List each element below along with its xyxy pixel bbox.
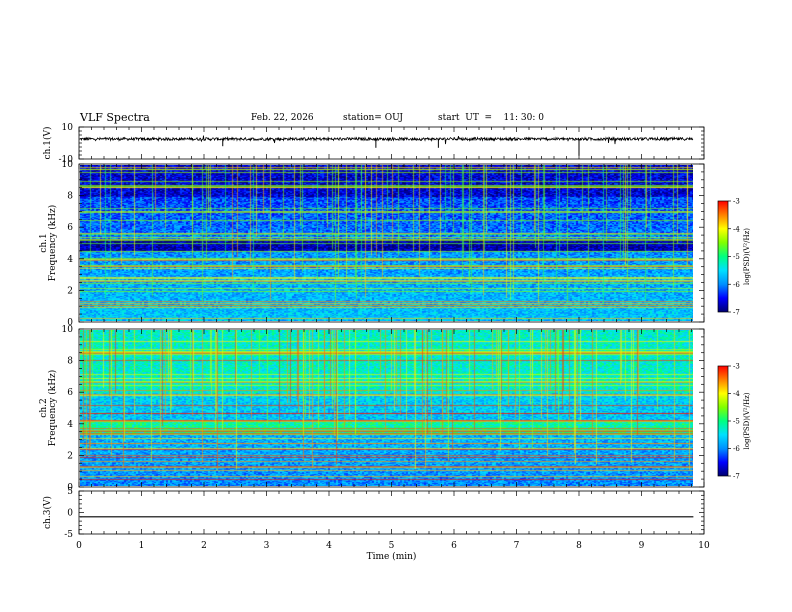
ch1-spectrogram-ylabel-channel: ch.1 [39, 233, 49, 252]
date-label: Feb. 22, 2026 [251, 113, 314, 123]
ch1-spectrogram-colorbar-tick-label: -4 [733, 225, 740, 233]
ch1-spectrogram-ytick-label: 10 [62, 160, 74, 170]
ch1-spectrogram-ylabel-frequency: Frequency (kHz) [47, 205, 58, 282]
ch3-ytick-label: -5 [64, 530, 73, 540]
ch2-spectrogram-ylabel-channel: ch.2 [39, 398, 49, 417]
ch1-spectrogram-ytick-label: 8 [67, 192, 73, 202]
ch3-ytick-label: 5 [67, 487, 73, 497]
x-tick-label: 1 [139, 541, 145, 551]
x-tick-label: 8 [576, 541, 582, 551]
ch2-spectrogram-colorbar [717, 365, 729, 477]
x-tick-label: 7 [514, 541, 520, 551]
ch1-waveform-line [80, 135, 694, 145]
ch1-ytick-label: 10 [62, 123, 74, 133]
ch2-spectrogram-colorbar-tick-label: -6 [733, 445, 740, 453]
x-axis-label: Time (min) [367, 551, 417, 562]
ch1-spectrogram-ytick-label: 0 [67, 318, 73, 328]
ch3-ylabel: ch.3(V) [42, 496, 53, 529]
ch2-spectrogram-image [80, 330, 693, 486]
ch2-spectrogram-ylabel-frequency: Frequency (kHz) [47, 370, 58, 447]
ch1-ylabel: ch.1(V) [42, 127, 53, 160]
x-tick-label: 2 [201, 541, 207, 551]
x-tick-label: 10 [698, 541, 710, 551]
figure-title: VLF Spectra [80, 111, 150, 124]
ch2-spectrogram-colorbar-tick-label: -4 [733, 390, 740, 398]
ch2-spectrogram-ytick-label: 8 [67, 357, 73, 367]
ch1-spectrogram-colorbar-tick-label: -7 [733, 309, 740, 317]
x-tick-label: 3 [264, 541, 270, 551]
ch3-panel-bg [79, 491, 704, 534]
x-tick-label: 4 [326, 541, 332, 551]
ch1-spectrogram-colorbar [717, 200, 729, 313]
x-tick-label: 5 [389, 541, 395, 551]
ch1-spectrogram-colorbar-tick-label: -5 [733, 253, 740, 261]
x-tick-label: 0 [76, 541, 82, 551]
ch1-spectrogram-ytick-label: 4 [67, 255, 73, 265]
ch2-spectrogram-colorbar-tick-label: -3 [733, 363, 740, 371]
ch2-spectrogram-ytick-label: 4 [67, 420, 73, 430]
ch1-spectrogram-colorbar-tick-label: -6 [733, 281, 740, 289]
ch2-spectrogram-ytick-label: 6 [67, 388, 73, 398]
x-tick-label: 6 [451, 541, 457, 551]
ch1-ytick-label: -10 [59, 155, 74, 165]
ch1-spectrogram-ytick-label: 6 [67, 223, 73, 233]
ch1-spectrogram-colorbar-tick-label: -3 [733, 198, 740, 206]
ch2-spectrogram-colorbar-tick-label: -5 [733, 418, 740, 426]
ch1-spectrogram-ytick-label: 2 [67, 286, 73, 296]
station-label: station= OUJ [343, 113, 404, 123]
ch2-spectrogram-colorbar-label: log(PSD)(V²/Hz) [743, 392, 751, 449]
ch1-spectrogram-image [80, 165, 693, 321]
ch2-spectrogram-ytick-label: 0 [67, 483, 73, 493]
ch2-spectrogram-ytick-label: 10 [62, 325, 74, 335]
ch3-ytick-label: 0 [67, 509, 73, 519]
ch2-spectrogram-ytick-label: 2 [67, 451, 73, 461]
ch1-panel-bg [79, 127, 704, 159]
start-time-label: start UT = 11: 30: 0 [438, 113, 544, 123]
x-tick-label: 9 [639, 541, 645, 551]
ch1-spectrogram-colorbar-label: log(PSD)(V²/Hz) [743, 228, 751, 285]
ch2-spectrogram-colorbar-tick-label: -7 [733, 473, 740, 481]
